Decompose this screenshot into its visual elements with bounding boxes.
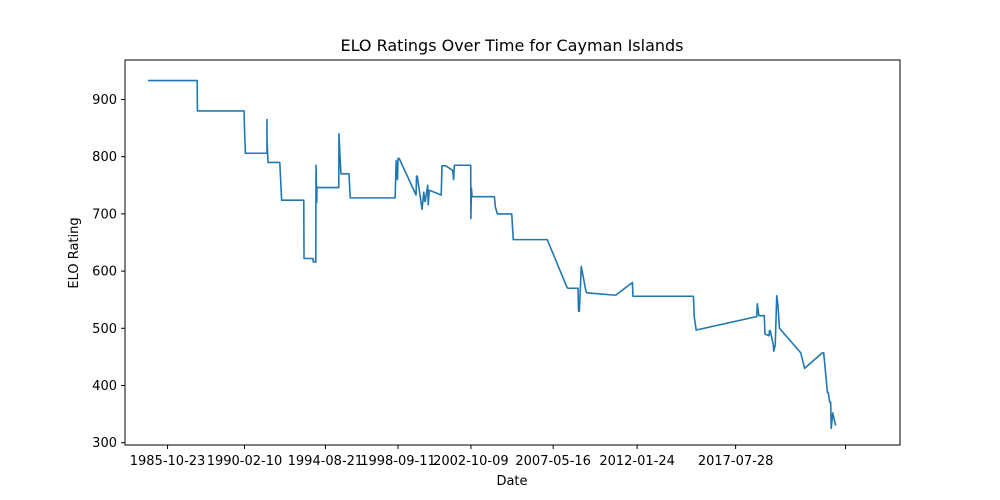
x-tick-label: 2017-07-28 xyxy=(698,454,774,469)
y-tick-label: 900 xyxy=(92,93,117,108)
y-tick-label: 300 xyxy=(92,436,117,451)
x-tick-label: 1990-02-10 xyxy=(207,454,283,469)
axes-frame xyxy=(124,59,901,446)
y-tick-label: 500 xyxy=(92,322,117,337)
y-axis-title: ELO Rating xyxy=(67,217,82,288)
x-tick-label: 2012-01-24 xyxy=(599,454,675,469)
y-tick-label: 400 xyxy=(92,379,117,394)
y-tick-label: 700 xyxy=(92,207,117,222)
x-tick-label: 2007-05-16 xyxy=(515,454,591,469)
y-axis-ticks: 300 400 500 600 700 800 900 xyxy=(92,93,125,451)
x-axis-title: Date xyxy=(496,474,527,489)
x-tick-label: 2002-10-09 xyxy=(433,454,509,469)
x-tick-label: 1998-09-11 xyxy=(360,454,436,469)
x-tick-label: 1985-10-23 xyxy=(130,454,206,469)
chart-title: ELO Ratings Over Time for Cayman Islands xyxy=(340,36,683,55)
y-tick-label: 800 xyxy=(92,150,117,165)
y-tick-label: 600 xyxy=(92,265,117,280)
x-tick-label: 1994-08-21 xyxy=(288,454,364,469)
plot-area xyxy=(147,79,837,430)
x-axis-ticks: 1985-10-23 1990-02-10 1994-08-211998-09-11… xyxy=(130,445,847,469)
series-line-0 xyxy=(147,79,837,430)
